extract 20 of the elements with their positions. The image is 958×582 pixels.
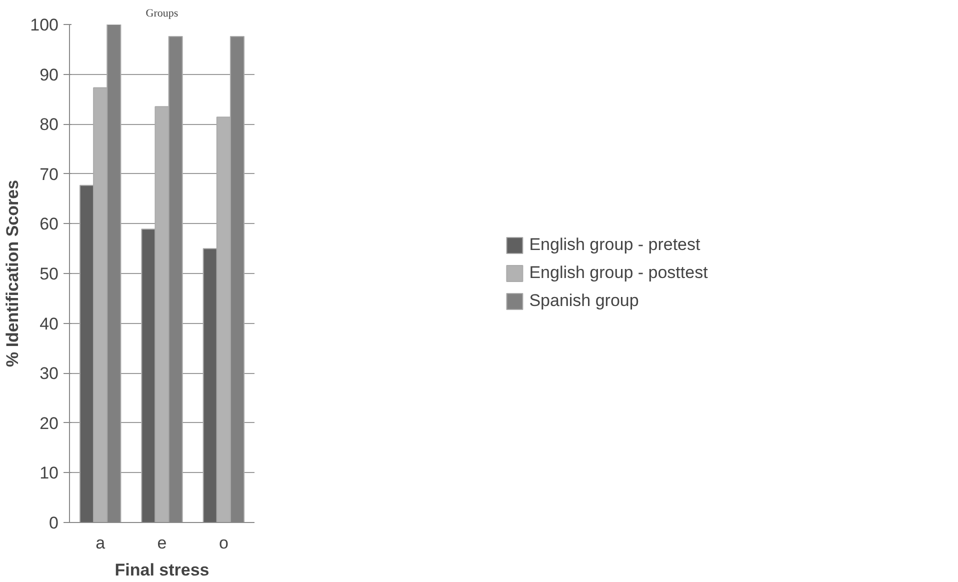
legend-label: Spanish group (529, 291, 639, 311)
x-tick-label: o (218, 534, 228, 552)
y-tick-label: 0 (49, 514, 59, 532)
y-tick-label: 30 (40, 364, 59, 384)
y-tick-label: 100 (30, 16, 59, 34)
y-tick-label: 80 (40, 115, 59, 134)
x-axis-title: Final stress (114, 560, 210, 580)
y-tick-label: 90 (40, 65, 59, 84)
y-tick-label: 20 (40, 414, 59, 433)
x-tick-label: a (96, 534, 106, 552)
y-tick-label: 70 (40, 164, 59, 184)
legend-label: English group - pretest (529, 235, 700, 255)
y-tick-label: 10 (40, 464, 59, 483)
x-tick-label: e (157, 534, 167, 552)
y-tick-label: 50 (40, 264, 59, 284)
legend-label: English group - posttest (529, 263, 708, 283)
chart-title: Groups (146, 8, 178, 20)
y-tick-label: 60 (40, 214, 59, 234)
y-axis-title: % Identification Scores (3, 180, 22, 368)
y-tick-label: 40 (40, 314, 59, 334)
